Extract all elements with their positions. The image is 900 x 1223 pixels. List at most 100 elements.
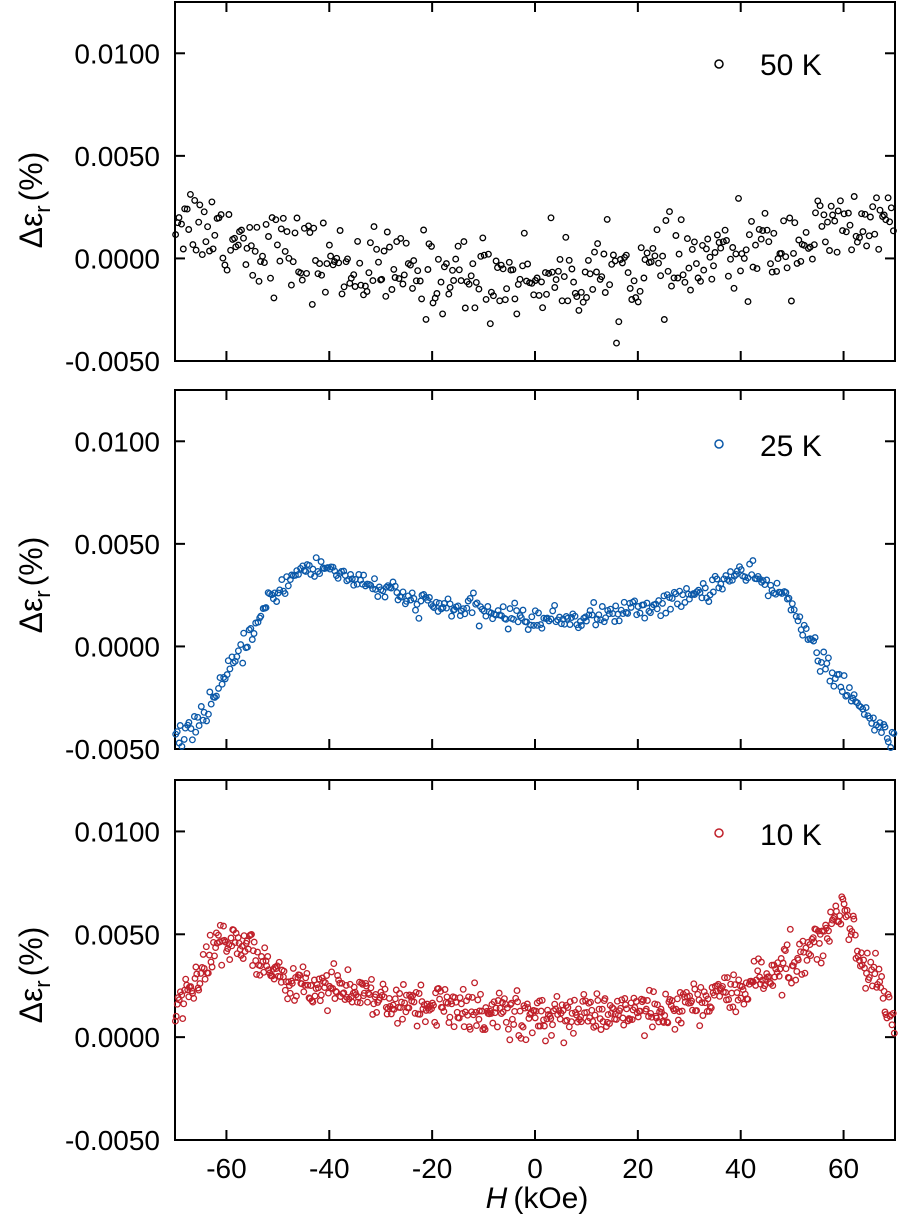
data-point (631, 597, 639, 605)
data-point (473, 1022, 480, 1030)
data-point (719, 238, 727, 246)
data-point (608, 1004, 616, 1012)
data-point (455, 1014, 463, 1022)
data-points (171, 893, 898, 1047)
data-point (552, 276, 560, 284)
data-point (551, 601, 559, 609)
data-point (726, 1004, 734, 1012)
data-point (175, 214, 183, 222)
data-point (504, 1025, 512, 1033)
data-point (497, 261, 505, 269)
data-point (314, 984, 322, 992)
data-point (732, 571, 740, 578)
data-point (848, 927, 856, 935)
data-point (364, 998, 371, 1006)
data-point (664, 267, 672, 275)
data-point (708, 275, 716, 283)
data-point (237, 641, 245, 649)
data-point (700, 988, 708, 996)
data-point (466, 1025, 474, 1033)
data-point (364, 989, 372, 997)
data-point (878, 729, 885, 737)
data-point (289, 258, 297, 266)
data-point (794, 956, 802, 964)
data-point (803, 956, 811, 964)
data-point (279, 214, 287, 222)
data-point (648, 1023, 656, 1031)
data-point (570, 996, 578, 1004)
data-point (612, 602, 620, 610)
data-point (538, 624, 546, 632)
data-point (308, 997, 316, 1005)
data-point (318, 271, 326, 279)
data-point (761, 209, 769, 217)
data-point (706, 1003, 714, 1011)
data-point (492, 257, 500, 265)
data-point (858, 210, 866, 218)
data-point (190, 713, 198, 720)
data-point (659, 599, 666, 607)
data-point (519, 1023, 527, 1031)
data-point (378, 275, 386, 283)
data-point (249, 271, 257, 279)
data-point (329, 563, 337, 571)
data-point (718, 585, 726, 593)
y-axis-label: Δεr(%) (13, 152, 55, 249)
data-point (357, 281, 365, 289)
data-point (277, 225, 285, 233)
data-point (293, 214, 301, 222)
data-point (291, 229, 299, 237)
data-point (551, 284, 559, 291)
data-point (788, 600, 796, 608)
y-tick-label: 0.0100 (74, 38, 160, 69)
data-point (664, 1019, 672, 1027)
data-point (759, 227, 767, 235)
data-point (374, 593, 382, 600)
data-point (172, 231, 180, 239)
data-point (813, 955, 821, 963)
data-point (189, 241, 197, 249)
data-point (424, 266, 432, 273)
data-point (704, 995, 712, 1003)
data-point (668, 282, 675, 290)
data-point (479, 234, 487, 242)
data-point (284, 582, 292, 590)
data-point (219, 254, 227, 262)
data-point (417, 597, 425, 605)
data-point (433, 1021, 441, 1029)
panel-25k: -0.0050 0.0000 0.0050 0.0100 25 K Δεr(%) (13, 389, 898, 765)
data-point (571, 612, 579, 620)
data-point (884, 738, 892, 746)
data-point (497, 1010, 505, 1017)
data-point (263, 962, 271, 970)
data-point (721, 226, 729, 234)
data-point (878, 973, 886, 980)
data-point (260, 259, 268, 267)
data-point (323, 972, 331, 979)
data-point (234, 241, 242, 249)
data-point (250, 630, 258, 637)
data-point (472, 1008, 480, 1016)
data-point (566, 621, 574, 628)
legend: 25 K (714, 430, 822, 463)
data-point (808, 255, 816, 263)
data-point (295, 570, 302, 578)
data-point (796, 613, 804, 621)
data-point (331, 995, 339, 1002)
data-point (335, 259, 343, 267)
data-point (817, 658, 825, 666)
data-point (247, 242, 255, 250)
x-tick-labels: -60 -40 -20 0 20 40 60 (206, 1153, 859, 1184)
data-point (626, 284, 634, 292)
data-point (820, 648, 828, 656)
data-point (865, 973, 873, 981)
x-tick-label: 20 (622, 1153, 653, 1184)
data-point (568, 614, 575, 621)
data-point (178, 742, 186, 750)
data-point (179, 245, 187, 253)
data-point (588, 1006, 596, 1014)
data-point (713, 231, 721, 239)
data-point (240, 234, 247, 242)
data-point (577, 622, 585, 629)
data-point (852, 232, 860, 240)
